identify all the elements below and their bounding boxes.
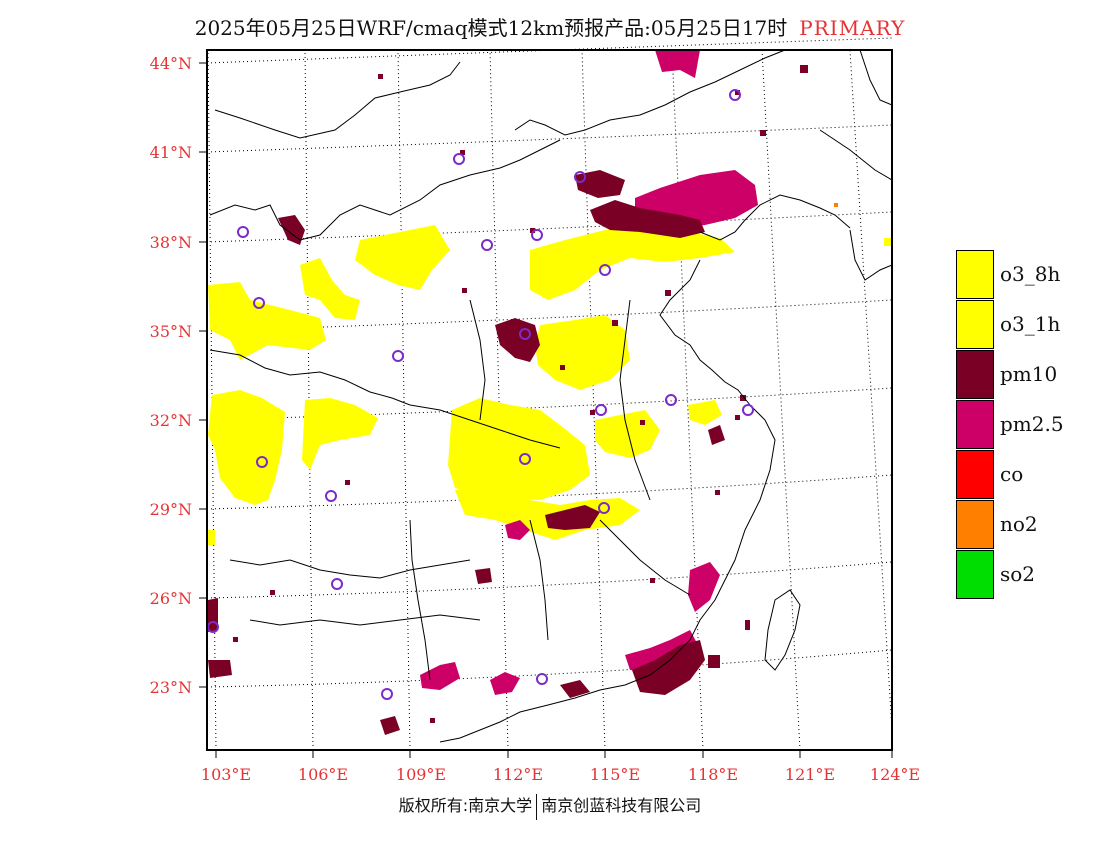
legend-item: pm2.5 — [956, 399, 1096, 449]
footer-divider — [536, 793, 538, 820]
lat-label: 38°N — [150, 233, 192, 252]
legend-swatch — [956, 299, 994, 349]
lon-label: 124°E — [870, 765, 920, 784]
legend-swatch — [956, 349, 994, 399]
legend-label: pm2.5 — [1000, 412, 1064, 436]
axis-ticks — [199, 62, 893, 758]
legend-swatch — [956, 549, 994, 599]
lat-label: 41°N — [150, 143, 192, 162]
copyright-right: 南京创蓝科技有限公司 — [541, 796, 702, 815]
lon-label: 121°E — [785, 765, 835, 784]
copyright-left: 版权所有:南京大学 — [398, 796, 533, 815]
lat-label: 29°N — [150, 500, 192, 519]
pm10-specks — [233, 65, 808, 723]
map-title: 2025年05月25日WRF/cmaq模式12km预报产品:05月25日17时 P… — [0, 12, 1100, 41]
legend-swatch — [956, 249, 994, 299]
legend-item: o3_1h — [956, 299, 1096, 349]
primary-label: PRIMARY — [799, 16, 906, 40]
co-speck — [834, 203, 838, 207]
pollutant-legend: o3_8h o3_1h pm10 pm2.5 co no2 so2 — [956, 249, 1096, 599]
legend-label: o3_8h — [1000, 262, 1061, 286]
lat-label: 23°N — [150, 678, 192, 697]
legend-label: co — [1000, 462, 1024, 486]
graticule — [206, 37, 893, 751]
map-frame — [206, 49, 893, 751]
lon-label: 103°E — [201, 765, 251, 784]
legend-label: pm10 — [1000, 362, 1058, 386]
legend-label: o3_1h — [1000, 312, 1061, 336]
lon-label: 109°E — [396, 765, 446, 784]
coastline-boundaries — [209, 49, 893, 743]
lat-label: 44°N — [150, 54, 192, 73]
lon-label: 115°E — [590, 765, 640, 784]
station-markers — [207, 89, 754, 700]
legend-item: no2 — [956, 499, 1096, 549]
legend-label: so2 — [1000, 562, 1036, 586]
longitude-labels: 103°E 106°E 109°E 112°E 115°E 118°E 121°… — [201, 765, 920, 784]
lat-label: 32°N — [150, 411, 192, 430]
pm10-patches — [208, 170, 725, 735]
legend-item: so2 — [956, 549, 1096, 599]
lon-label: 112°E — [493, 765, 543, 784]
legend-swatch — [956, 499, 994, 549]
lon-label: 118°E — [688, 765, 738, 784]
lat-label: 35°N — [150, 322, 192, 341]
title-text: 2025年05月25日WRF/cmaq模式12km预报产品:05月25日17时 — [194, 16, 788, 40]
legend-swatch — [956, 449, 994, 499]
legend-item: o3_8h — [956, 249, 1096, 299]
legend-label: no2 — [1000, 512, 1038, 536]
legend-swatch — [956, 399, 994, 449]
lat-label: 26°N — [150, 589, 192, 608]
yellow-o3-patches — [208, 225, 892, 545]
legend-item: co — [956, 449, 1096, 499]
copyright-footer: 版权所有:南京大学 南京创蓝科技有限公司 — [0, 792, 1100, 820]
legend-item: pm10 — [956, 349, 1096, 399]
latitude-labels: 44°N 41°N 38°N 35°N 32°N 29°N 26°N 23°N — [150, 54, 192, 697]
lon-label: 106°E — [298, 765, 348, 784]
